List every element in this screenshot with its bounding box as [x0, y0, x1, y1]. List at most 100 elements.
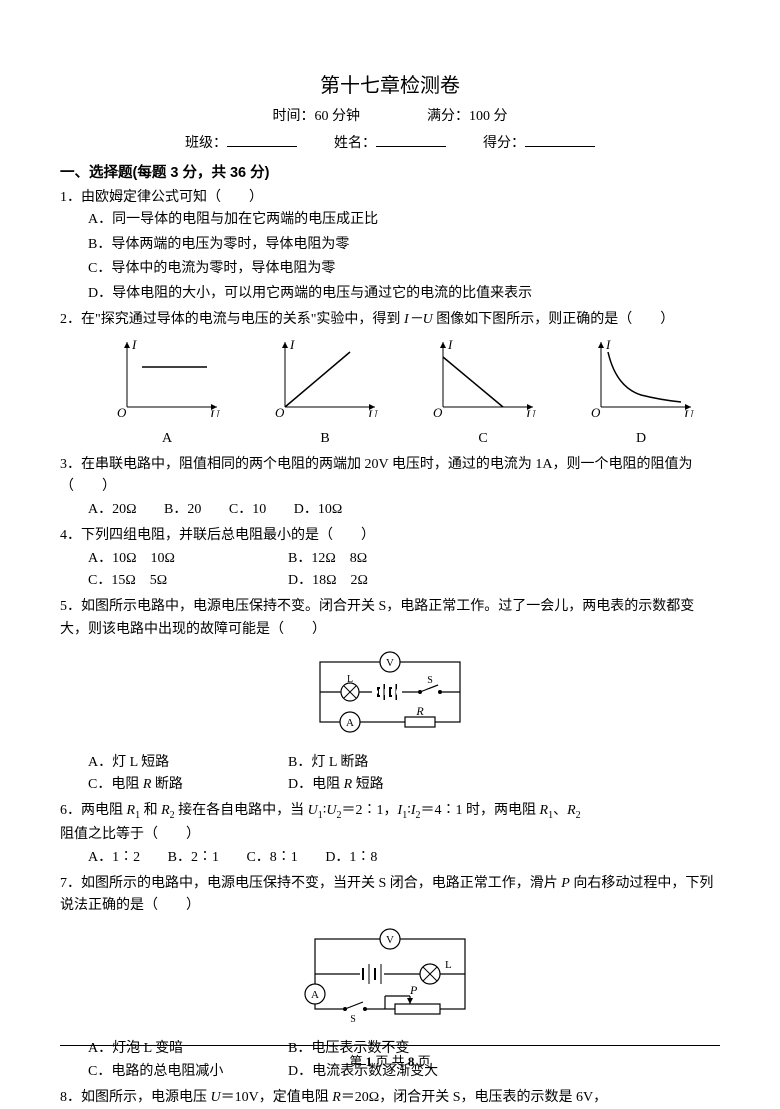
q-num: 3．	[60, 457, 81, 472]
svg-text:L: L	[445, 959, 452, 971]
graph-c-label: C	[428, 428, 538, 450]
option-a: A．20Ω	[88, 499, 137, 521]
option-d: D．1∶8	[325, 847, 377, 869]
option-d: D．10Ω	[294, 499, 343, 521]
question-8: 8．如图所示，电源电压 U＝10V，定值电阻 R＝20Ω，闭合开关 S，电压表的…	[60, 1087, 720, 1109]
svg-text:O: O	[433, 405, 443, 417]
graph-b-label: B	[270, 428, 380, 450]
graph-a: I U O A	[112, 337, 222, 450]
option-a: A．同一导体的电阻与加在它两端的电压成正比	[88, 209, 720, 231]
time-value: 60 分钟	[315, 109, 361, 124]
option-d: D．电阻 R 短路	[288, 774, 488, 796]
option-c: C．电阻 R 断路	[88, 774, 288, 796]
option-c: C．导体中的电流为零时，导体电阻为零	[88, 258, 720, 280]
q-num: 6．	[60, 803, 81, 818]
svg-text:I: I	[605, 337, 611, 352]
q6-options: A．1∶2 B．2∶1 C．8∶1 D．1∶8	[60, 847, 720, 869]
svg-text:V: V	[386, 657, 394, 669]
svg-text:V: V	[386, 934, 394, 946]
name-label: 姓名：	[334, 136, 376, 151]
svg-text:P: P	[409, 983, 418, 997]
q5-circuit: V L	[60, 647, 720, 745]
class-blank[interactable]	[227, 132, 297, 147]
svg-text:S: S	[427, 675, 433, 686]
q-text: 如图所示电路中，电源电压保持不变。闭合开关 S，电路正常工作。过了一会儿，两电表…	[60, 599, 694, 636]
q-text: 在串联电路中，阻值相同的两个电阻的两端加 20V 电压时，通过的电流为 1A，则…	[60, 457, 692, 494]
q-num: 4．	[60, 528, 81, 543]
svg-text:A: A	[346, 717, 354, 729]
graph-d-label: D	[586, 428, 696, 450]
option-d: D．导体电阻的大小，可以用它两端的电压与通过它的电流的比值来表示	[88, 283, 720, 305]
q-num: 1．	[60, 190, 81, 205]
page-footer: 第 1 页 共 8 页	[0, 1045, 780, 1073]
option-a: A．灯 L 短路	[88, 752, 288, 774]
q5-options: A．灯 L 短路 B．灯 L 断路 C．电阻 R 断路 D．电阻 R 短路	[60, 752, 720, 797]
circuit-svg: V L	[290, 647, 490, 737]
svg-text:U: U	[368, 407, 379, 417]
page-title: 第十七章检测卷	[60, 70, 720, 102]
option-b: B．12Ω 8Ω	[288, 548, 488, 570]
option-b: B．导体两端的电压为零时，导体电阻为零	[88, 234, 720, 256]
q3-options: A．20Ω B．20 C．10 D．10Ω	[60, 499, 720, 521]
q-text: 由欧姆定律公式可知（ ）	[81, 190, 263, 205]
q-text-a: 在"探究通过导体的电流与电压的关系"实验中，得到	[81, 312, 404, 327]
q-num: 2．	[60, 312, 81, 327]
option-a: A．1∶2	[88, 847, 140, 869]
graph-d-svg: I U O	[586, 337, 696, 417]
axis-o: O	[117, 405, 127, 417]
option-a: A．10Ω 10Ω	[88, 548, 288, 570]
q1-options: A．同一导体的电阻与加在它两端的电压成正比 B．导体两端的电压为零时，导体电阻为…	[60, 209, 720, 305]
svg-text:O: O	[275, 405, 285, 417]
q-text-b: 图像如下图所示，则正确的是（ ）	[433, 312, 675, 327]
q-num: 7．	[60, 876, 81, 891]
svg-text:U: U	[526, 407, 537, 417]
section-1-header: 一、选择题(每题 3 分，共 36 分)	[60, 162, 720, 185]
q-text: 下列四组电阻，并联后总电阻最小的是（ ）	[81, 528, 375, 543]
option-b: B．2∶1	[168, 847, 219, 869]
option-b: B．20	[164, 499, 201, 521]
svg-text:L: L	[347, 674, 353, 685]
svg-text:A: A	[311, 989, 319, 1001]
name-blank[interactable]	[376, 132, 446, 147]
exam-page: 第十七章检测卷 时间：60 分钟 满分：100 分 班级： 姓名： 得分： 一、…	[0, 0, 780, 1103]
graph-b-svg: I U O	[270, 337, 380, 417]
graph-c-svg: I U O	[428, 337, 538, 417]
graph-a-svg: I U O	[112, 337, 222, 417]
svg-text:S: S	[350, 1014, 356, 1024]
question-4: 4．下列四组电阻，并联后总电阻最小的是（ ） A．10Ω 10Ω B．12Ω 8…	[60, 525, 720, 592]
q7-circuit: V L A	[60, 924, 720, 1032]
q2-graphs: I U O A I U O B	[88, 337, 720, 450]
svg-text:I: I	[447, 337, 453, 352]
svg-text:I: I	[289, 337, 295, 352]
graph-a-label: A	[112, 428, 222, 450]
option-c: C．15Ω 5Ω	[88, 570, 288, 592]
full-score-label: 满分：	[427, 109, 469, 124]
student-info-row: 班级： 姓名： 得分：	[60, 132, 720, 155]
question-5: 5．如图所示电路中，电源电压保持不变。闭合开关 S，电路正常工作。过了一会儿，两…	[60, 596, 720, 796]
iu-symbol: I－U	[404, 312, 433, 327]
option-c: C．8∶1	[246, 847, 297, 869]
option-b: B．灯 L 断路	[288, 752, 488, 774]
option-c: C．10	[229, 499, 266, 521]
q4-options: A．10Ω 10Ω B．12Ω 8Ω C．15Ω 5Ω D．18Ω 2Ω	[60, 548, 720, 593]
svg-text:R: R	[415, 704, 424, 718]
graph-b: I U O B	[270, 337, 380, 450]
question-3: 3．在串联电路中，阻值相同的两个电阻的两端加 20V 电压时，通过的电流为 1A…	[60, 454, 720, 521]
time-label: 时间：	[273, 109, 315, 124]
question-2: 2．在"探究通过导体的电流与电压的关系"实验中，得到 I－U 图像如下图所示，则…	[60, 309, 720, 450]
question-6: 6．两电阻 R1 和 R2 接在各自电路中，当 U1∶U2＝2∶1，I1∶I2＝…	[60, 800, 720, 869]
class-label: 班级：	[185, 136, 227, 151]
axis-u: U	[210, 407, 221, 417]
option-d: D．18Ω 2Ω	[288, 570, 488, 592]
graph-c: I U O C	[428, 337, 538, 450]
svg-text:U: U	[684, 407, 695, 417]
time-score-row: 时间：60 分钟 满分：100 分	[60, 106, 720, 128]
svg-text:O: O	[591, 405, 601, 417]
score-blank[interactable]	[525, 132, 595, 147]
axis-i: I	[131, 337, 137, 352]
score-label: 得分：	[483, 136, 525, 151]
q-num: 5．	[60, 599, 81, 614]
graph-d: I U O D	[586, 337, 696, 450]
circuit-svg-7: V L A	[285, 924, 495, 1024]
full-score-value: 100 分	[469, 109, 508, 124]
